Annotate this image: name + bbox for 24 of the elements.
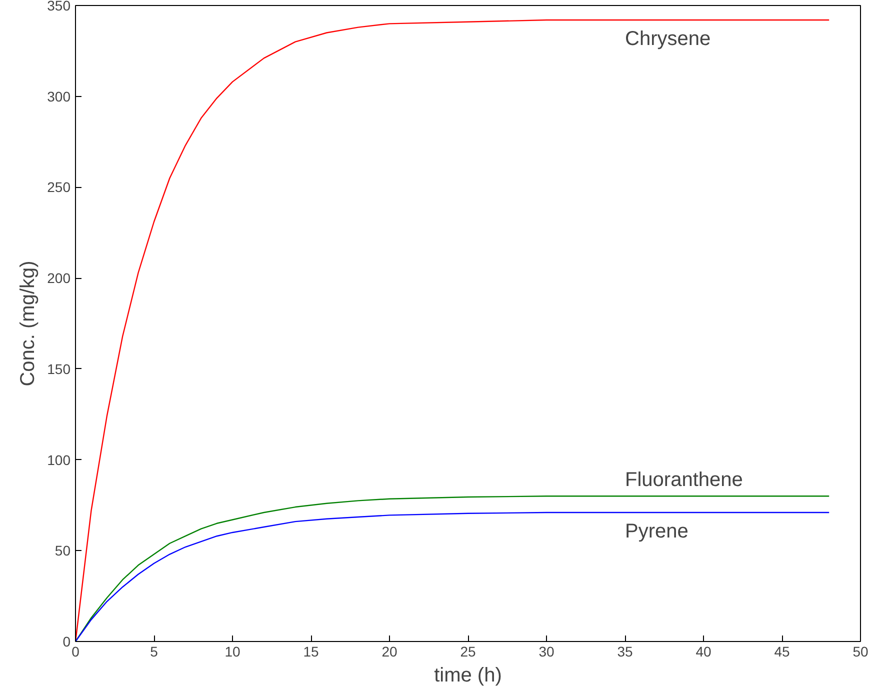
x-tick-label: 20 [382,644,398,660]
y-tick-label: 0 [62,634,71,650]
y-tick-label: 100 [47,452,71,468]
line-series [76,19,830,642]
y-tick-label: 50 [54,542,71,559]
series-label: Chrysene [625,28,711,50]
x-axis-title: time (h) [434,664,502,686]
y-tick-label: 150 [47,360,71,377]
x-tick-label: 45 [774,644,790,660]
x-tick-label: 50 [852,644,868,660]
x-tick-label: 30 [538,644,554,660]
y-tick-label: 300 [47,88,71,104]
x-tick-label: 10 [224,644,240,660]
x-tick-label: 25 [460,644,476,660]
x-tick-label: 15 [303,644,319,660]
x-tick-label: 40 [696,644,712,660]
y-axis-title: Conc. (mg/kg) [17,260,40,386]
y-tick-label: 250 [47,179,71,196]
x-tick-label: 5 [150,644,158,660]
series-label: Fluoranthene [625,469,743,492]
y-tick-label: 350 [47,0,71,14]
x-tick-label: 35 [617,644,633,660]
series-label: Pyrene [625,520,688,542]
y-tick-label: 200 [47,270,71,286]
